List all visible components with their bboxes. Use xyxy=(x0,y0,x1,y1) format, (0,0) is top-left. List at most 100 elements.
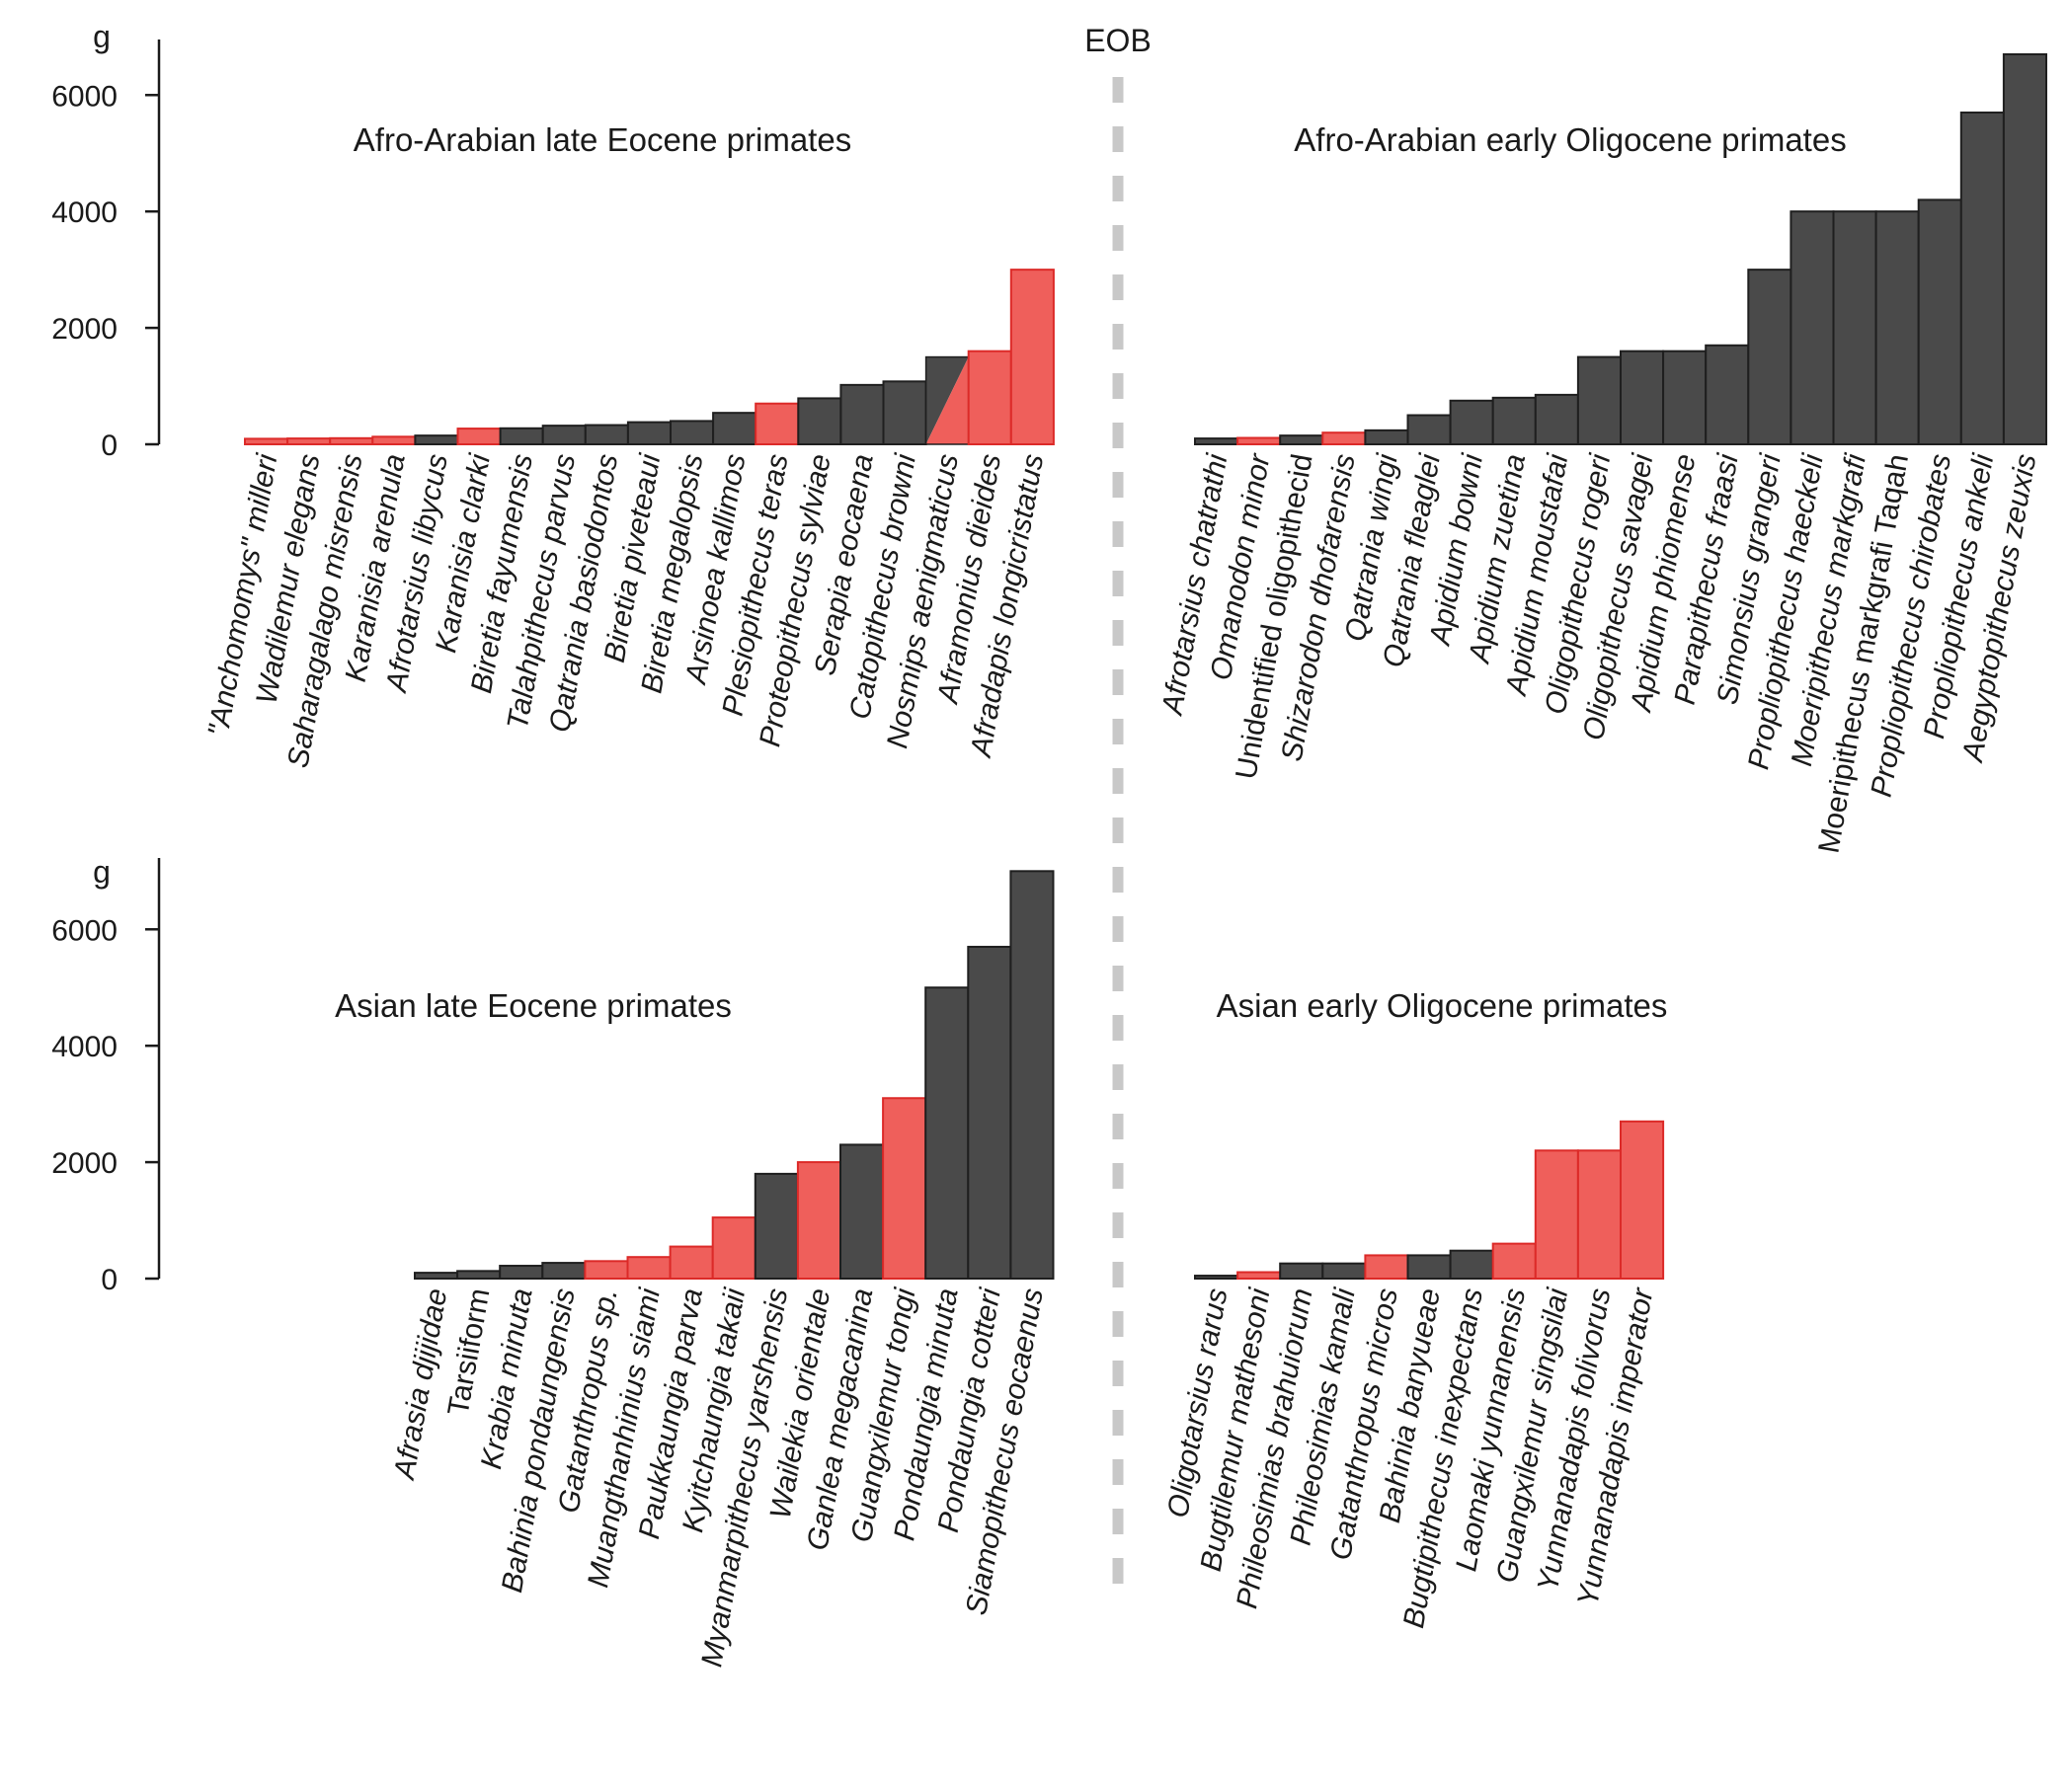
panel-3: 0 2000 4000 6000 g Asian late Eocene primates… xyxy=(51,854,1055,1670)
bar xyxy=(670,420,715,445)
bar xyxy=(1279,1262,1324,1280)
bar xyxy=(1790,210,1835,445)
bar xyxy=(414,434,459,445)
bar xyxy=(967,945,1012,1280)
bar xyxy=(1449,1249,1494,1281)
panel-1: 0 2000 4000 6000 g Afro-Arabian late Eocene p… xyxy=(51,19,1055,770)
y-axis: 0 2000 4000 6000 g xyxy=(51,19,161,462)
panel-title: Afro-Arabian late Eocene primates xyxy=(354,121,851,158)
bar xyxy=(754,1172,799,1281)
bar xyxy=(329,436,374,445)
panel-2: Afro-Arabian early Oligocene primates Afr… xyxy=(1155,53,2048,856)
chart-panels: 0 2000 4000 6000 g Afro-Arabian late Eocene p… xyxy=(51,19,2048,1670)
bar xyxy=(967,350,1012,445)
bar xyxy=(797,397,842,446)
bar xyxy=(1364,429,1409,445)
bar xyxy=(414,1272,459,1281)
bar xyxy=(1576,1149,1623,1280)
y-tick-label: 6000 xyxy=(51,80,118,113)
bar xyxy=(1491,396,1537,445)
bar xyxy=(371,435,417,445)
bar xyxy=(711,1216,756,1281)
bar xyxy=(1009,870,1055,1280)
bar xyxy=(1279,434,1324,445)
bar xyxy=(1009,269,1055,446)
bar xyxy=(839,1143,885,1280)
bar xyxy=(924,355,970,445)
bar xyxy=(1534,1149,1579,1280)
bar xyxy=(1576,355,1623,446)
bar xyxy=(796,1161,842,1281)
bar xyxy=(1364,1254,1409,1281)
bar xyxy=(1959,111,2005,445)
bar xyxy=(1620,1120,1665,1281)
bars xyxy=(1194,53,2048,446)
bar xyxy=(924,986,970,1280)
y-tick-label: 4000 xyxy=(51,196,118,229)
panel-title: Asian early Oligocene primates xyxy=(1217,987,1668,1024)
bar xyxy=(286,437,332,446)
bar xyxy=(1406,414,1452,446)
bar xyxy=(499,1265,544,1281)
bar xyxy=(1534,393,1579,445)
y-tick-label: 4000 xyxy=(51,1031,118,1063)
y-tick-label: 2000 xyxy=(51,313,118,346)
bar xyxy=(1917,198,1962,445)
bar-red-half xyxy=(925,356,969,444)
panel-4: Asian early Oligocene primates Oligotarsi… xyxy=(1161,987,1667,1630)
bar xyxy=(1491,1242,1537,1280)
bar xyxy=(541,1262,587,1280)
bar xyxy=(669,1245,714,1280)
bar xyxy=(712,412,757,446)
bar xyxy=(755,402,800,446)
bars xyxy=(1194,1120,1665,1281)
bar xyxy=(626,1256,672,1280)
bars xyxy=(414,870,1055,1281)
eob-boundary: EOB xyxy=(1084,23,1152,1597)
y-tick-label: 0 xyxy=(101,1264,118,1296)
bar xyxy=(1406,1254,1452,1281)
bar xyxy=(1832,210,1877,445)
bar xyxy=(456,428,502,446)
eob-label: EOB xyxy=(1084,23,1152,58)
bar xyxy=(584,424,629,445)
panel-title: Afro-Arabian early Oligocene primates xyxy=(1294,121,1846,158)
y-axis: 0 2000 4000 6000 g xyxy=(51,854,161,1296)
y-axis-unit-label: g xyxy=(93,19,111,54)
bar xyxy=(1194,437,1239,446)
bar xyxy=(1449,399,1494,445)
bar xyxy=(2002,53,2048,445)
bar xyxy=(456,1270,502,1280)
y-axis-unit-label: g xyxy=(93,854,111,890)
bar-dark-half xyxy=(925,356,969,444)
bar xyxy=(1194,1275,1239,1281)
bar xyxy=(1620,350,1665,445)
bar xyxy=(541,425,587,446)
bar xyxy=(244,437,289,446)
bar xyxy=(882,380,927,446)
bar xyxy=(1874,210,1920,445)
y-tick-label: 0 xyxy=(101,429,118,462)
bar xyxy=(1236,1271,1282,1280)
bars xyxy=(244,269,1055,446)
bar xyxy=(626,421,673,445)
bar xyxy=(1662,350,1708,445)
category-label: Afrasia djijidae xyxy=(388,1286,454,1483)
bar xyxy=(1236,436,1282,445)
panel-title: Asian late Eocene primates xyxy=(335,987,732,1024)
bar xyxy=(839,383,885,445)
y-tick-label: 2000 xyxy=(51,1147,118,1180)
bar xyxy=(584,1260,629,1281)
bar xyxy=(1321,431,1367,445)
bar xyxy=(1321,1262,1367,1280)
bar xyxy=(1747,269,1792,446)
bar xyxy=(1705,344,1750,445)
bar xyxy=(499,427,544,446)
y-tick-label: 6000 xyxy=(51,914,118,947)
bar xyxy=(882,1097,927,1280)
